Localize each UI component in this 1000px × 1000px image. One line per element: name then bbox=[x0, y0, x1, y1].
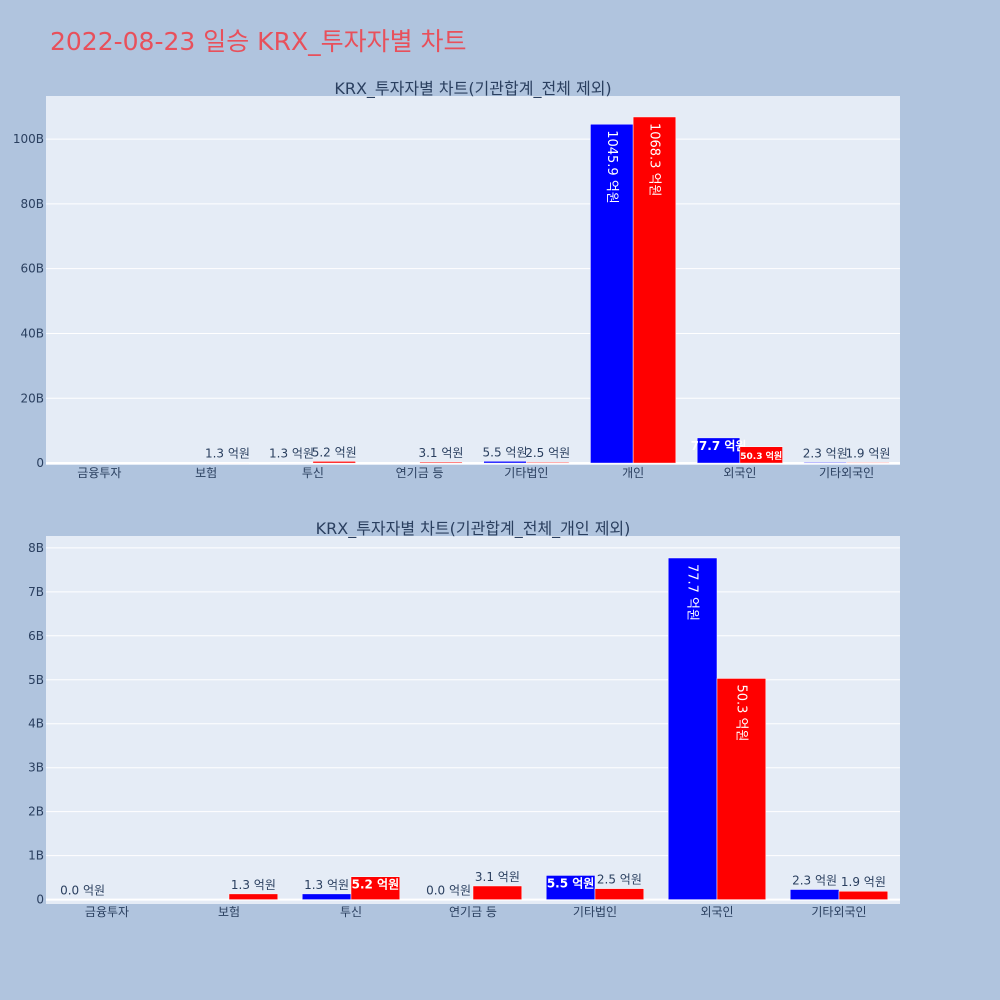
x-tick-label: 투신 bbox=[340, 905, 362, 919]
data-label: 3.1 억원 bbox=[418, 446, 463, 460]
data-label: 5.5 억원 bbox=[547, 876, 595, 890]
data-label: 50.3 억원 bbox=[740, 450, 782, 462]
data-label: 5.2 억원 bbox=[352, 878, 400, 892]
x-tick-label: 보험 bbox=[218, 905, 240, 919]
plot-background bbox=[46, 96, 900, 465]
data-label: 2.5 억원 bbox=[525, 446, 570, 460]
x-tick-label: 외국인 bbox=[700, 905, 733, 919]
bar bbox=[667, 557, 718, 900]
y-tick-label: 0 bbox=[36, 893, 44, 907]
x-tick-label: 기타외국인 bbox=[819, 466, 874, 480]
bar bbox=[716, 678, 767, 900]
y-tick-label: 80B bbox=[20, 197, 44, 211]
bar bbox=[803, 462, 847, 464]
bar bbox=[228, 893, 279, 900]
bar bbox=[312, 461, 356, 464]
x-tick-label: 개인 bbox=[622, 466, 644, 480]
bar bbox=[789, 889, 840, 900]
bar bbox=[419, 461, 463, 464]
y-tick-label: 6B bbox=[28, 629, 44, 643]
data-label: 1068.3 억원 bbox=[646, 123, 661, 197]
chart-title: KRX_투자자별 차트(기관합계_전체_개인 제외) bbox=[316, 519, 631, 539]
bar bbox=[594, 888, 645, 900]
x-tick-label: 보험 bbox=[195, 466, 217, 480]
y-tick-label: 60B bbox=[20, 262, 44, 276]
y-tick-label: 8B bbox=[28, 541, 44, 555]
y-tick-label: 0 bbox=[36, 456, 44, 470]
data-label: 2.5 억원 bbox=[597, 873, 642, 887]
data-label: 1.3 억원 bbox=[205, 447, 250, 461]
data-label: 1.9 억원 bbox=[841, 875, 886, 889]
bar bbox=[739, 446, 783, 464]
x-tick-label: 연기금 등 bbox=[449, 905, 497, 919]
data-label: 2.3 억원 bbox=[803, 446, 848, 460]
data-label: 1.3 억원 bbox=[269, 447, 314, 461]
data-label: 50.3 억원 bbox=[733, 684, 748, 741]
bar bbox=[545, 875, 596, 900]
bar bbox=[483, 461, 527, 464]
page-title: 2022-08-23 일승 KRX_투자자별 차트 bbox=[50, 27, 467, 56]
y-tick-label: 40B bbox=[20, 326, 44, 340]
bar bbox=[301, 893, 352, 900]
plot-background bbox=[46, 536, 900, 904]
data-label: 0.0 억원 bbox=[426, 884, 471, 898]
bar bbox=[632, 116, 677, 464]
data-label: 1.3 억원 bbox=[304, 878, 349, 892]
x-tick-label: 금융투자 bbox=[77, 466, 121, 480]
data-label: 1045.9 억원 bbox=[604, 130, 619, 204]
bar bbox=[696, 437, 741, 464]
x-tick-label: 기타법인 bbox=[573, 905, 617, 919]
data-label: 77.7 억원 bbox=[685, 564, 700, 621]
y-tick-label: 5B bbox=[28, 673, 44, 687]
y-tick-label: 100B bbox=[13, 132, 44, 146]
data-label: 1.3 억원 bbox=[231, 878, 276, 892]
x-tick-label: 금융투자 bbox=[85, 905, 129, 919]
chart-panel-bottom: 0 1B 2B 3B 4B 5B 6B 7B 8B KRX_투자자별 차트(기관합계_전체_개인 … bbox=[28, 519, 900, 919]
x-tick-label: 연기금 등 bbox=[396, 466, 444, 480]
bar bbox=[350, 876, 401, 900]
y-tick-label: 1B bbox=[28, 849, 44, 863]
chart-title: KRX_투자자별 차트(기관합계_전체 제외) bbox=[334, 79, 611, 99]
data-label: 5.2 억원 bbox=[312, 445, 357, 459]
bar bbox=[838, 890, 889, 900]
data-label: 2.3 억원 bbox=[792, 873, 837, 887]
y-tick-label: 20B bbox=[20, 391, 44, 405]
data-label: 1.9 억원 bbox=[845, 446, 890, 460]
data-label: 3.1 억원 bbox=[475, 870, 520, 884]
x-tick-label: 외국인 bbox=[723, 466, 756, 480]
chart-panel-top: 0 20B 40B 60B 80B 100B KRX_투자자별 차트(기관합계_전체 제외)… bbox=[13, 79, 900, 480]
y-tick-label: 3B bbox=[28, 761, 44, 775]
y-tick-label: 7B bbox=[28, 585, 44, 599]
bar bbox=[846, 462, 890, 464]
data-label: 5.5 억원 bbox=[483, 445, 528, 459]
bar bbox=[472, 885, 523, 900]
bar bbox=[526, 461, 570, 464]
data-label: 77.7 억원 bbox=[691, 439, 747, 453]
y-tick-label: 4B bbox=[28, 717, 44, 731]
x-tick-label: 기타법인 bbox=[504, 466, 548, 480]
x-tick-label: 기타외국인 bbox=[811, 905, 866, 919]
y-tick-label: 2B bbox=[28, 805, 44, 819]
data-label: 0.0 억원 bbox=[60, 884, 105, 898]
x-tick-label: 투신 bbox=[302, 466, 324, 480]
